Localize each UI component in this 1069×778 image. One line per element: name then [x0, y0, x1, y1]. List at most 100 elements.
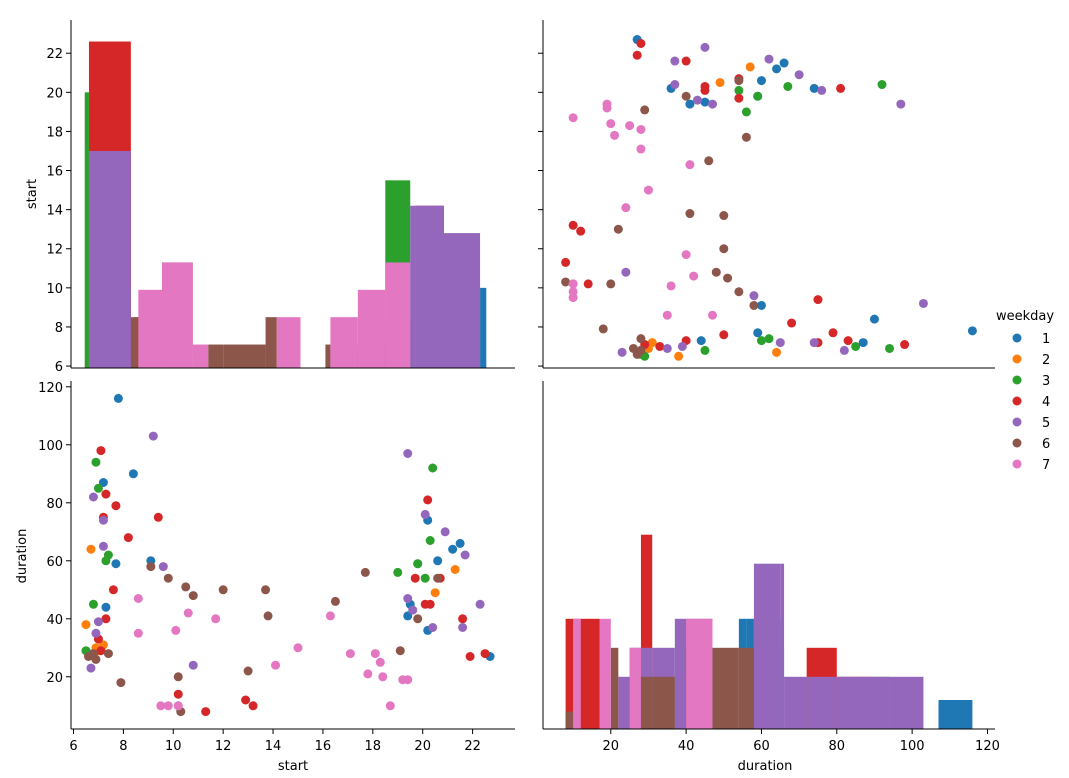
scatter-point-weekday-5: [749, 291, 759, 301]
y-tick-label: 12: [46, 243, 63, 258]
legend-marker-weekday-4: [1012, 396, 1022, 406]
hist-bar-weekday-7: [330, 317, 358, 368]
scatter-point-weekday-1: [756, 76, 766, 86]
scatter-point-weekday-5: [794, 70, 804, 80]
scatter-point-weekday-6: [173, 672, 183, 682]
hist-bar-weekday-7: [162, 262, 193, 368]
scatter-point-weekday-4: [423, 495, 433, 505]
scatter-point-weekday-5: [617, 347, 627, 357]
legend-label-weekday-2: 2: [1042, 353, 1050, 368]
legend-label-weekday-5: 5: [1042, 416, 1050, 431]
hist-bar-weekday-4: [640, 534, 653, 729]
scatter-point-weekday-7: [211, 614, 221, 624]
hist-bar-weekday-7: [192, 344, 209, 368]
scatter-point-weekday-7: [325, 611, 335, 621]
hist-bar-weekday-7: [385, 262, 411, 368]
hist-bar-weekday-6: [640, 676, 653, 729]
scatter-point-weekday-4: [201, 707, 211, 717]
scatter-point-weekday-7: [183, 608, 193, 618]
panel-start-hist: 6 8 10 12 14 16 18 20 22 start: [25, 20, 515, 375]
scatter-point-weekday-5: [460, 550, 470, 560]
scatter-point-weekday-1: [101, 602, 111, 612]
scatter-point-weekday-7: [370, 649, 380, 659]
scatter-point-weekday-7: [156, 701, 166, 711]
scatter-point-weekday-5: [662, 343, 672, 353]
legend-title: weekday: [996, 309, 1054, 324]
scatter-point-weekday-4: [568, 220, 578, 230]
scatter-point-weekday-5: [775, 338, 785, 348]
scatter-point-weekday-6: [640, 105, 650, 115]
scatter-point-weekday-5: [98, 515, 108, 525]
scatter-point-weekday-7: [643, 185, 653, 195]
scatter-point-weekday-6: [741, 132, 751, 142]
ylabel-start: start: [25, 179, 40, 209]
scatter-point-weekday-6: [103, 649, 113, 659]
scatter-point-weekday-4: [111, 501, 121, 511]
panel-start-duration-scatter: 20 40 60 80 100 120 6 8 10 12 14 16 18 20 22 duration…: [15, 381, 515, 774]
scatter-point-weekday-5: [86, 663, 96, 673]
hist-bar-weekday-7: [686, 618, 713, 729]
legend-marker-weekday-2: [1012, 354, 1022, 364]
scatter-point-weekday-3: [756, 336, 766, 346]
scatter-point-weekday-3: [851, 341, 861, 351]
hist-bar-weekday-5: [88, 150, 131, 368]
legend-marker-weekday-3: [1012, 375, 1022, 385]
scatter-point-weekday-1: [753, 328, 763, 338]
x-tick-label: 80: [829, 739, 846, 754]
legend-marker-weekday-5: [1012, 417, 1022, 427]
scatter-point-weekday-4: [101, 614, 111, 624]
hist-bar-weekday-1: [480, 287, 487, 368]
hist-bar-weekday-5: [780, 563, 785, 729]
scatter-point-weekday-7: [606, 119, 616, 129]
scatter-point-weekday-2: [86, 544, 96, 554]
scatter-point-weekday-6: [181, 582, 191, 592]
legend-entries: 1 2 3 4 5 6 7: [1012, 332, 1050, 473]
scatter-point-weekday-7: [271, 660, 281, 670]
scatter-point-weekday-6: [561, 277, 571, 287]
x-tick-label: 60: [753, 739, 770, 754]
scatter-point-weekday-4: [681, 56, 691, 66]
y-tick-label: 100: [38, 439, 63, 454]
scatter-point-weekday-6: [704, 156, 714, 166]
scatter-point-weekday-6: [628, 343, 638, 353]
hist-bar-weekday-7: [357, 289, 386, 368]
scatter-point-weekday-5: [708, 99, 717, 109]
scatter-point-weekday-5: [440, 527, 450, 537]
hist-bar-weekday-5: [410, 205, 416, 368]
scatter-point-weekday-7: [602, 99, 612, 109]
hist-bar-weekday-5: [855, 676, 875, 729]
legend-label-weekday-3: 3: [1042, 374, 1050, 389]
scatter-point-weekday-7: [625, 121, 635, 131]
hist-bar-weekday-6: [746, 647, 754, 729]
start-y-ticks: 6 8 10 12 14 16 18 20 22: [46, 47, 71, 375]
y-tick-label: 80: [46, 497, 63, 512]
y-tick-label: 10: [46, 282, 63, 297]
scatter-point-weekday-7: [163, 701, 173, 711]
hist-bar-weekday-5: [836, 676, 856, 729]
scatter-point-weekday-4: [900, 340, 910, 350]
scatter-point-weekday-7: [133, 594, 143, 603]
hist-bar-weekday-1: [938, 700, 973, 729]
legend-label-weekday-4: 4: [1042, 395, 1050, 410]
scatter-point-weekday-4: [719, 330, 729, 340]
hist-bar-weekday-6: [223, 344, 266, 368]
scatter-point-weekday-1: [772, 64, 782, 74]
hist-bar-weekday-5: [889, 676, 924, 729]
hist-bar-weekday-4: [565, 618, 574, 729]
scatter-point-weekday-1: [756, 300, 766, 310]
xlabel-duration: duration: [738, 759, 793, 774]
scatter-point-weekday-3: [103, 550, 113, 560]
scatter-point-weekday-3: [425, 536, 435, 545]
scatter-point-weekday-7: [681, 250, 691, 260]
scatter-point-weekday-5: [809, 338, 819, 348]
x-tick-label: 10: [165, 739, 182, 754]
hist-bar-weekday-6: [610, 647, 619, 729]
scatter-point-weekday-6: [719, 244, 729, 254]
hist-bar-weekday-4: [580, 618, 600, 729]
start-y-ticks-right: [538, 52, 543, 367]
scatter-point-weekday-5: [896, 99, 906, 109]
hist-bar-weekday-6: [712, 647, 739, 729]
scatter-point-weekday-5: [670, 80, 680, 90]
scatter-point-weekday-5: [403, 594, 413, 603]
scatter-point-weekday-4: [843, 336, 853, 346]
